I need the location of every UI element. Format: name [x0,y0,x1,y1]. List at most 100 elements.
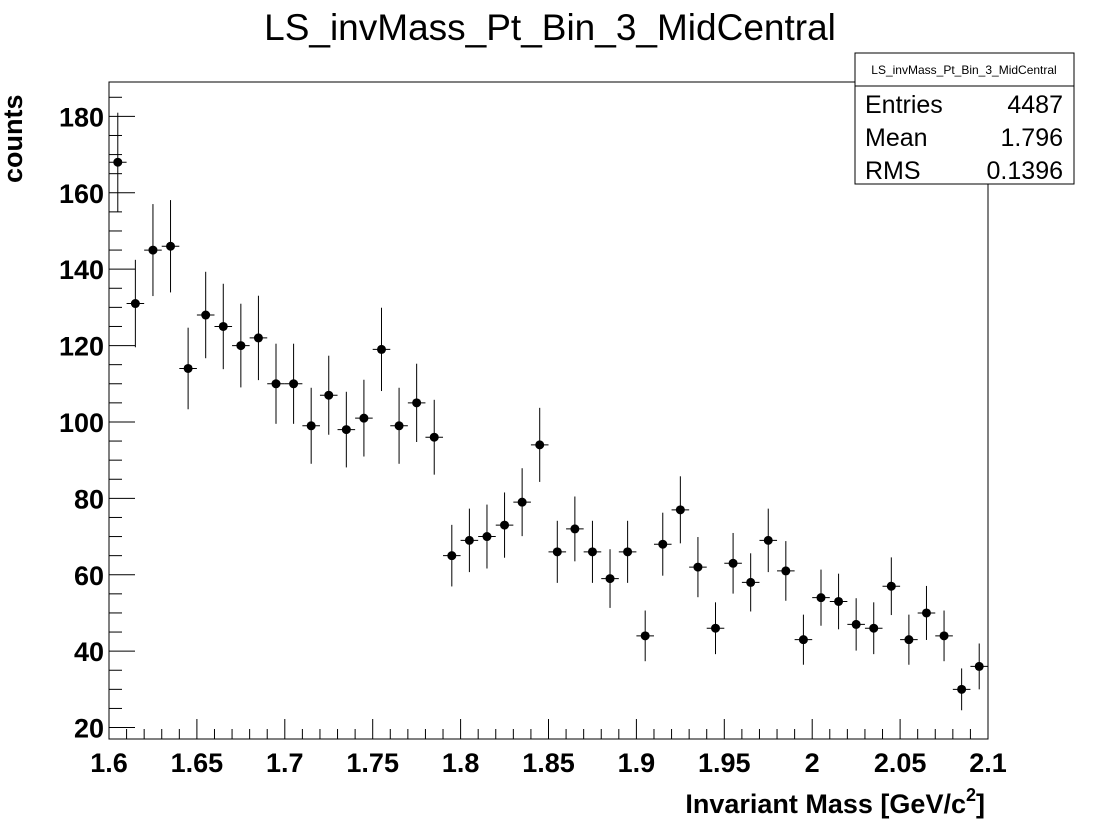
data-marker [851,619,861,629]
data-point [900,614,918,665]
data-point [847,598,865,651]
stats-entries-value: 4487 [1007,91,1063,119]
data-point [882,557,901,616]
data-point [689,537,707,598]
data-marker [834,596,844,606]
data-point [161,200,180,293]
x-tick-label: 1.65 [171,748,224,778]
data-marker [271,379,281,389]
data-marker [623,547,633,557]
data-marker [974,661,984,671]
data-marker [289,379,299,389]
data-marker [130,299,140,309]
data-marker [957,684,967,694]
data-point [495,492,514,558]
data-point [601,549,619,608]
data-point [636,610,654,662]
data-marker [552,547,562,557]
data-point [355,379,373,457]
data-point [302,387,320,464]
x-tick-label: 1.85 [522,748,575,778]
data-point [530,407,549,482]
y-tick-label: 160 [59,179,104,209]
x-tick-label: 1.75 [346,748,399,778]
data-marker [746,577,756,587]
stats-mean-value: 1.796 [1000,124,1063,152]
data-marker [183,363,193,373]
x-axis-title: Invariant Mass [GeV/c2] [685,785,985,819]
data-point [109,112,127,212]
y-tick-label: 20 [74,714,104,744]
x-tick-label: 1.95 [698,748,751,778]
data-marker [166,241,176,251]
data-marker [535,440,545,450]
data-point [460,508,479,573]
data-point [267,343,285,424]
data-marker [517,497,527,507]
data-point [249,295,268,381]
y-tick-label: 120 [59,332,104,362]
data-marker [236,341,246,351]
x-axis-title-end: ] [976,789,985,819]
y-axis-title: counts [0,94,28,183]
data-point [144,204,162,297]
data-point [179,327,197,410]
data-marker [359,413,369,423]
y-tick-label: 100 [59,408,104,438]
data-point [478,504,496,569]
data-marker [921,608,931,618]
data-point [759,508,778,573]
data-marker [640,631,650,641]
x-tick-label: 1.9 [618,748,656,778]
data-marker [675,505,685,515]
data-marker [113,157,123,167]
data-marker [816,593,826,603]
x-tick-label: 2.05 [874,748,927,778]
stats-box: LS_invMass_Pt_Bin_3_MidCentral Entries 4… [854,52,1075,185]
data-point [952,668,971,711]
data-point [566,496,584,562]
stats-mean-label: Mean [865,124,928,152]
data-point [425,399,444,475]
data-point [671,476,690,544]
data-point [829,573,848,630]
data-marker [324,390,334,400]
x-axis: 1.6 1.65 1.7 1.75 1.8 1.85 1.9 1.95 2 2.05 2.1 [90,719,1007,778]
data-point [653,512,672,576]
x-tick-label: 1.7 [266,748,304,778]
data-marker [341,425,351,435]
x-tick-label: 1.8 [442,748,480,778]
data-marker [464,535,474,545]
stats-box-frame [854,52,1075,185]
y-tick-label: 80 [74,484,104,514]
data-marker [904,635,914,645]
data-point [706,602,725,655]
data-marker [711,623,721,633]
y-tick-label: 60 [74,561,104,591]
data-marker [605,574,615,584]
data-marker [500,520,510,530]
chart-title: LS_invMass_Pt_Bin_3_MidCentral [264,7,836,48]
x-tick-label: 2 [805,748,820,778]
data-marker [693,562,703,572]
data-point [232,303,250,388]
data-marker [306,421,316,431]
y-tick-label: 40 [74,637,104,667]
data-point [284,343,303,424]
data-point [970,643,988,690]
y-axis: 20 40 60 80 100 120 140 160 180 [59,96,135,744]
data-point [583,520,602,583]
data-point [935,610,953,662]
data-point [513,468,531,537]
data-point [196,271,215,359]
data-point [319,355,338,435]
stats-rms-value: 0.1396 [987,157,1063,185]
data-marker [886,581,896,591]
stats-box-title: LS_invMass_Pt_Bin_3_MidCentral [871,63,1056,77]
data-marker [587,547,597,557]
data-point [390,387,408,464]
data-marker [763,535,773,545]
data-marker [394,421,404,431]
data-marker [429,432,439,442]
